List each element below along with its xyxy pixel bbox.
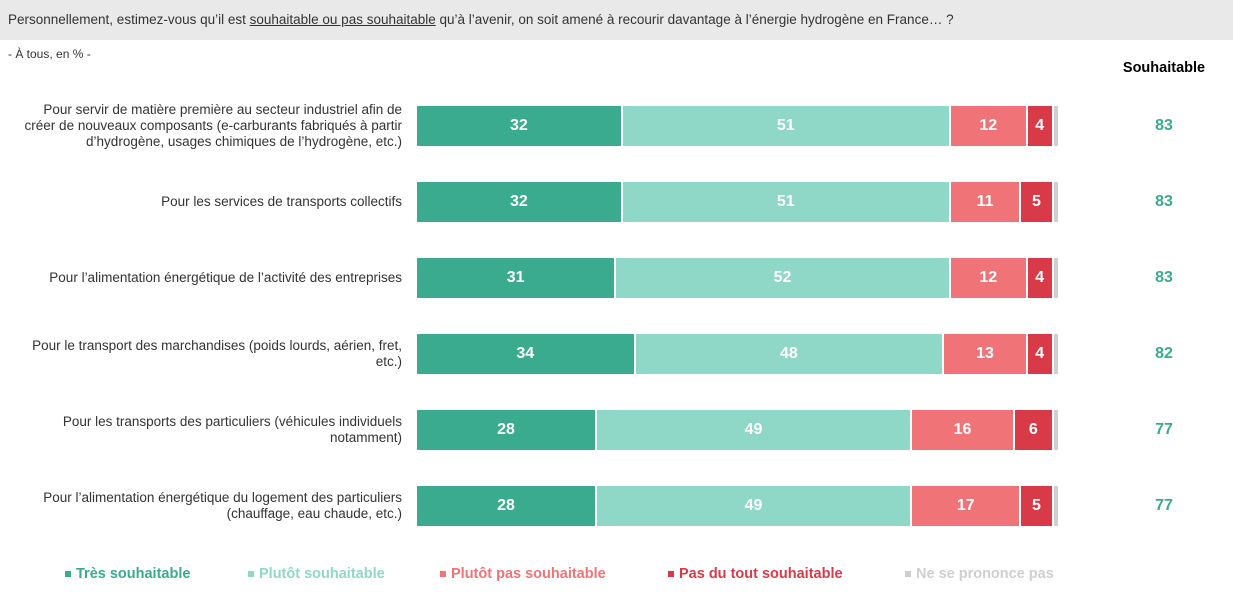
bar-segment (417, 410, 598, 450)
data-label: 31 (506, 269, 525, 286)
legend-swatch (65, 571, 71, 577)
bar-segment (1053, 258, 1060, 298)
bar-segment (1027, 334, 1054, 374)
bar-segment (417, 182, 623, 222)
bar-segment (1053, 486, 1060, 526)
bar-segment (417, 106, 623, 146)
total-value: 82 (1155, 345, 1173, 362)
bar-segment (597, 410, 913, 450)
data-label: 32 (509, 117, 528, 134)
legend-item: Très souhaitable (65, 566, 190, 582)
bar-segment (635, 334, 945, 374)
bar-segment (417, 258, 617, 298)
data-label: 32 (509, 193, 528, 210)
title-part: qu’à l’avenir, on soit amené à recourir … (435, 12, 954, 27)
data-label: 11 (976, 193, 994, 210)
subtitle: - À tous, en % - (8, 47, 91, 61)
legend-label: Très souhaitable (76, 566, 191, 582)
data-label: 28 (497, 497, 515, 514)
legend-label: Pas du tout souhaitable (679, 566, 843, 582)
category-label: Pour l’alimentation énergétique de l’act… (49, 270, 402, 285)
bar-segment (950, 106, 1028, 146)
data-label: 52 (773, 269, 792, 286)
bar-segment (912, 486, 1022, 526)
total-value: 83 (1155, 269, 1173, 286)
data-label: 48 (780, 345, 798, 362)
bar-segment (417, 486, 598, 526)
bar-segment (1014, 410, 1054, 450)
bar-segment (417, 334, 636, 374)
bar-segment (597, 486, 913, 526)
category-label: Pour les services de transports collecti… (161, 194, 402, 209)
bar-segment (1027, 258, 1054, 298)
total-value: 83 (1155, 117, 1173, 134)
bar-segment (950, 258, 1028, 298)
legend-swatch (905, 571, 911, 577)
category-label: Pour les transports des particuliers (vé… (62, 414, 402, 445)
data-label: 51 (776, 117, 795, 134)
bar-segment (1053, 410, 1060, 450)
bar-segment (1053, 334, 1060, 374)
total-value: 77 (1155, 497, 1173, 514)
legend-swatch (440, 571, 446, 577)
total-value: 77 (1155, 421, 1173, 438)
bar-segment (950, 182, 1022, 222)
legend-item: Plutôt souhaitable (248, 566, 385, 582)
bar-segment (1053, 106, 1060, 146)
bar-segment (1021, 182, 1054, 222)
legend-swatch (668, 571, 674, 577)
bar-segment (616, 258, 951, 298)
chart-title: Personnellement, estimez-vous qu’il est … (0, 0, 1233, 40)
data-label: 13 (976, 345, 994, 362)
category-label: Pour le transport des marchandises (poid… (32, 338, 402, 369)
bar-segment (944, 334, 1028, 374)
bar-segment (1027, 106, 1054, 146)
data-label: 12 (979, 269, 998, 286)
data-label: 51 (776, 193, 795, 210)
legend-label: Ne se prononce pas (916, 566, 1054, 582)
data-label: 17 (956, 497, 975, 514)
category-label: Pour servir de matière première au secte… (24, 102, 402, 149)
bar-segment (622, 182, 951, 222)
data-label: 5 (1032, 497, 1041, 514)
legend-item: Pas du tout souhaitable (668, 566, 843, 582)
data-label: 34 (516, 345, 535, 362)
bar-segment (622, 106, 951, 146)
category-label: Pour l’alimentation énergétique du logem… (43, 490, 402, 521)
data-label: 28 (497, 421, 515, 438)
legend-item: Ne se prononce pas (905, 566, 1054, 582)
legend-label: Plutôt souhaitable (259, 566, 385, 582)
data-label: 6 (1028, 421, 1038, 438)
data-label: 4 (1035, 117, 1045, 134)
total-value: 83 (1155, 193, 1173, 210)
data-label: 49 (744, 497, 763, 514)
legend-label: Plutôt pas souhaitable (451, 566, 606, 582)
title-part: souhaitable ou pas souhaitable (249, 12, 436, 27)
legend-swatch (248, 571, 254, 577)
legend-item: Plutôt pas souhaitable (440, 566, 606, 582)
data-label: 5 (1032, 193, 1041, 210)
bar-segment (912, 410, 1015, 450)
data-label: 12 (979, 117, 998, 134)
data-label: 4 (1035, 269, 1045, 286)
title-part: Personnellement, estimez-vous qu’il est (8, 12, 250, 27)
totals-header: Souhaitable (1122, 60, 1206, 76)
data-label: 16 (953, 421, 972, 438)
bar-segment (1021, 486, 1054, 526)
data-label: 4 (1035, 345, 1045, 362)
data-label: 49 (744, 421, 763, 438)
bar-segment (1053, 182, 1060, 222)
